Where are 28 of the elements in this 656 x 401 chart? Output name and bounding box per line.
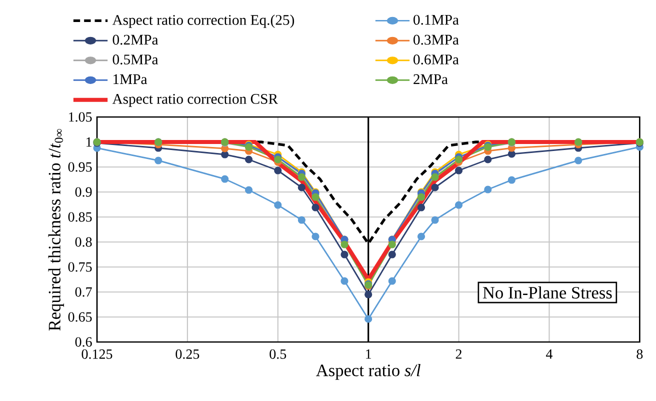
annotation: No In-Plane Stress [482, 286, 612, 299]
y-tick-label: 0.9 [75, 187, 92, 197]
y-tick-label: 0.65 [68, 312, 92, 322]
legend-label: Aspect ratio correction Eq.(25) [112, 14, 294, 28]
legend-label: Aspect ratio correction CSR [112, 94, 278, 107]
y-tick-label: 0.6 [75, 337, 92, 347]
y-tick-label: 0.85 [68, 212, 92, 222]
legend-label: 0.2MPa [112, 34, 158, 45]
x-tick-label: 1 [366, 349, 371, 359]
x-tick-label: 2 [456, 349, 462, 359]
y-tick-label: 1 [86, 137, 92, 147]
x-tick-label: 0.5 [270, 349, 286, 359]
x-tick-label: 4 [546, 349, 552, 359]
x-tick-label: 0.125 [82, 349, 112, 359]
legend-label: 0.3MPa [414, 34, 459, 45]
legend-label: 2MPa [414, 74, 448, 84]
legend-label: 0.1MPa [414, 14, 459, 25]
y-tick-label: 0.8 [75, 237, 92, 247]
y-tick-label: 0.95 [68, 162, 92, 172]
y-tick-label: 0.7 [75, 287, 92, 297]
legend-label: 0.5MPa [112, 54, 158, 64]
legend-label: 1MPa [114, 74, 148, 84]
x-tick-label: 0.25 [176, 349, 200, 359]
x-axis-title: Aspect ratio s/l [316, 364, 420, 380]
y-tick-label: 1.05 [69, 112, 92, 122]
y-tick-label: 0.75 [68, 262, 92, 272]
legend-label: 0.6MPa [414, 54, 459, 64]
x-tick-label: 8 [636, 349, 643, 359]
